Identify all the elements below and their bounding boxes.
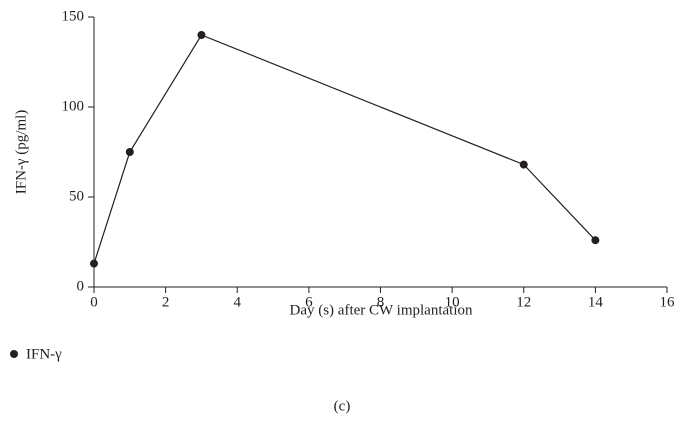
- x-tick-label: 8: [377, 294, 385, 310]
- caption: (c): [334, 398, 351, 414]
- x-tick-label: 6: [305, 294, 313, 310]
- x-tick-label: 4: [234, 294, 242, 310]
- x-axis-label: Day (s) after CW implantation: [289, 302, 473, 318]
- legend-marker: [10, 350, 18, 358]
- x-tick-label: 12: [516, 294, 531, 310]
- series-line: [93, 34, 596, 264]
- x-tick-label: 16: [660, 294, 676, 310]
- data-point: [591, 236, 600, 245]
- data-point: [519, 160, 528, 169]
- y-tick-label: 150: [62, 8, 85, 24]
- x-tick-label: 2: [162, 294, 170, 310]
- y-tick-label: 100: [62, 98, 85, 114]
- data-point: [90, 259, 98, 268]
- x-tick-label: 0: [90, 294, 98, 310]
- y-axis-label: IFN-γ (pg/ml): [13, 110, 29, 195]
- x-tick-label: 14: [588, 294, 604, 310]
- legend-label: IFN-γ: [26, 346, 62, 362]
- x-tick-label: 10: [445, 294, 460, 310]
- y-tick-label: 0: [77, 278, 85, 294]
- y-tick-label: 50: [69, 188, 84, 204]
- data-point: [197, 31, 206, 39]
- data-point: [125, 148, 134, 156]
